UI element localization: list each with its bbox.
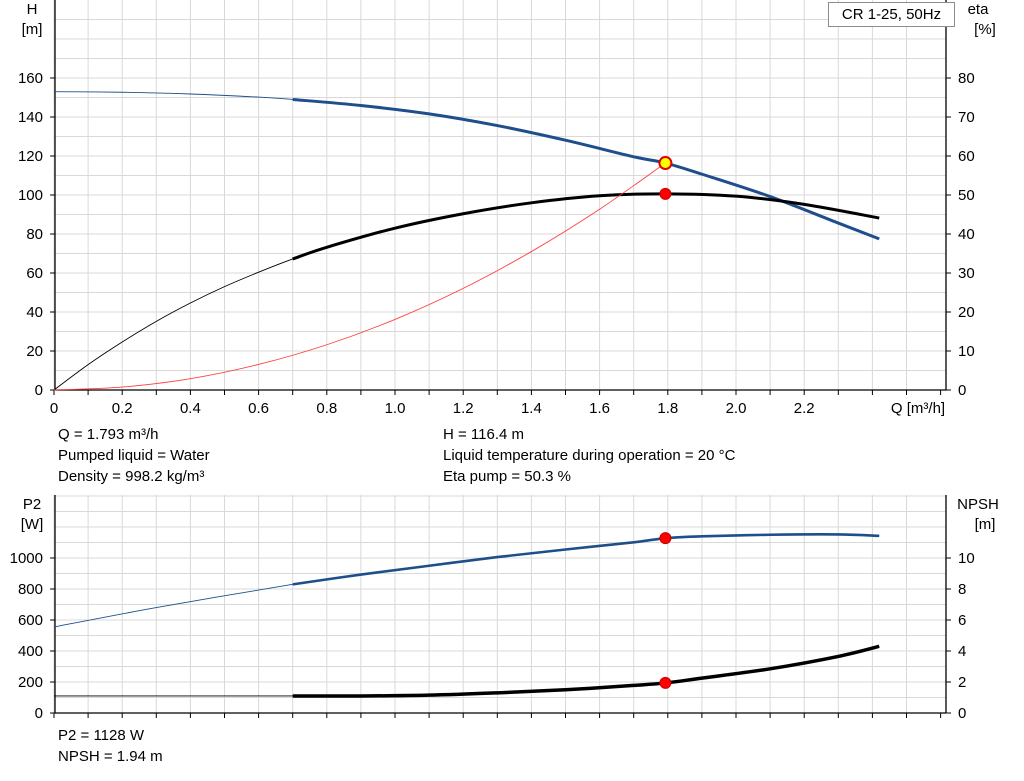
right-tick-label: 30 [958, 265, 975, 282]
x-tick-label: 1.8 [657, 400, 678, 417]
left-tick-label: 100 [18, 187, 43, 204]
x-tick-label: 1.6 [589, 400, 610, 417]
right-tick-label: 6 [958, 612, 966, 629]
right-tick-label: 60 [958, 148, 975, 165]
bottom-plot-axes: 0 200 400 600 800 1000 0 2 4 6 8 10 P2 [W] NPSH [m] [10, 495, 999, 722]
bottom-plot-grid [53, 495, 946, 714]
left-tick-label: 600 [18, 612, 43, 629]
power-readout: P2 = 1128 W [58, 727, 145, 744]
power-duty-point-marker [659, 532, 672, 545]
head-readout: H = 116.4 m [443, 426, 525, 443]
right-tick-label: 2 [958, 674, 966, 691]
x-tick-label: 0.4 [180, 400, 201, 417]
left-tick-label: 140 [18, 109, 43, 126]
left-tick-label: 200 [18, 674, 43, 691]
top-plot-axes: 0 20 40 60 80 100 120 140 160 0 10 20 30 40 50 60 70 80 0 0… [18, 0, 996, 417]
bottom-plot-series [53, 533, 880, 698]
left-tick-label: 0 [35, 705, 43, 722]
chart-legend: CR 1-25, 50Hz [828, 2, 955, 27]
right-tick-label: 10 [958, 343, 975, 360]
left-axis-name: P2 [23, 496, 41, 513]
left-tick-label: 80 [26, 226, 43, 243]
series-2-line [53, 162, 666, 391]
right-tick-label: 70 [958, 109, 975, 126]
eta-readout: Eta pump = 50.3 % [443, 468, 571, 485]
left-tick-label: 1000 [10, 550, 43, 567]
right-tick-label: 8 [958, 581, 966, 598]
series-0-line-full [53, 91, 880, 240]
left-tick-label: 120 [18, 148, 43, 165]
left-tick-label: 0 [35, 382, 43, 399]
right-tick-label: 0 [958, 382, 966, 399]
info-bottom: P2 = 1128 W NPSH = 1.94 m [58, 725, 163, 767]
head-duty-point-marker [658, 156, 673, 171]
right-tick-label: 80 [958, 70, 975, 87]
x-tick-label: 2.2 [794, 400, 815, 417]
left-tick-label: 60 [26, 265, 43, 282]
x-axis-label: Q [m³/h] [891, 400, 945, 417]
top-plot-series [53, 91, 880, 391]
right-tick-label: 40 [958, 226, 975, 243]
x-tick-label: 1.2 [453, 400, 474, 417]
npsh-duty-point-marker [659, 676, 672, 689]
npsh-readout: NPSH = 1.94 m [58, 748, 163, 765]
flow-readout: Q = 1.793 m³/h [58, 426, 159, 443]
pumped-liquid-readout: Pumped liquid = Water [58, 447, 210, 464]
right-axis-name: NPSH [957, 496, 999, 513]
left-tick-label: 160 [18, 70, 43, 87]
series-0-line-full [53, 533, 880, 628]
x-tick-label: 1.0 [385, 400, 406, 417]
eta-duty-point-marker [659, 187, 672, 200]
x-tick-label: 0.8 [316, 400, 337, 417]
density-readout: Density = 998.2 kg/m³ [58, 468, 205, 485]
x-tick-label: 0 [50, 400, 58, 417]
series-1-line-full [53, 193, 880, 391]
top-plot-grid [53, 0, 946, 391]
right-tick-label: 10 [958, 550, 975, 567]
left-axis-unit: [W] [21, 516, 44, 533]
info-top-right: H = 116.4 m Liquid temperature during op… [443, 424, 735, 487]
right-tick-label: 4 [958, 643, 966, 660]
right-axis-unit: [%] [974, 21, 996, 38]
left-tick-label: 400 [18, 643, 43, 660]
right-tick-label: 50 [958, 187, 975, 204]
x-tick-label: 2.0 [726, 400, 747, 417]
x-tick-label: 0.6 [248, 400, 269, 417]
right-axis-name: eta [968, 1, 990, 18]
operating-point-markers [658, 156, 673, 689]
info-top-left: Q = 1.793 m³/h Pumped liquid = Water Den… [58, 424, 210, 487]
temperature-readout: Liquid temperature during operation = 20… [443, 447, 736, 464]
left-tick-label: 20 [26, 343, 43, 360]
right-tick-label: 20 [958, 304, 975, 321]
left-axis-unit: [m] [22, 21, 43, 38]
series-0-line-operating [292, 533, 880, 586]
left-axis-name: H [27, 1, 38, 18]
series-1-line-operating [292, 192, 880, 261]
x-tick-label: 0.2 [112, 400, 133, 417]
series-1-line-operating [292, 644, 880, 698]
left-tick-label: 40 [26, 304, 43, 321]
right-axis-unit: [m] [975, 516, 996, 533]
x-tick-label: 1.4 [521, 400, 542, 417]
left-tick-label: 800 [18, 581, 43, 598]
right-tick-label: 0 [958, 705, 966, 722]
